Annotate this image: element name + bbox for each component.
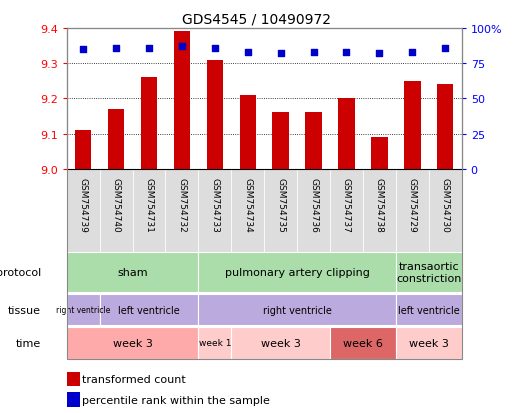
Bar <box>429 169 462 252</box>
Bar <box>371 138 388 169</box>
Text: GSM754737: GSM754737 <box>342 178 351 233</box>
Point <box>211 45 219 52</box>
Bar <box>264 169 297 252</box>
Bar <box>67 169 100 252</box>
Bar <box>396 327 462 358</box>
Text: GSM754732: GSM754732 <box>177 178 186 232</box>
Bar <box>67 392 80 407</box>
Bar <box>67 294 100 325</box>
Text: transformed count: transformed count <box>82 374 186 384</box>
Point <box>309 50 318 56</box>
Bar <box>100 169 132 252</box>
Bar <box>330 169 363 252</box>
Text: left ventricle: left ventricle <box>118 305 180 315</box>
Bar <box>231 327 330 358</box>
Bar <box>165 169 199 252</box>
Bar <box>207 61 223 169</box>
Polygon shape <box>45 335 53 351</box>
Bar <box>199 169 231 252</box>
Text: week 3: week 3 <box>409 338 449 348</box>
Text: GSM754736: GSM754736 <box>309 178 318 233</box>
Bar <box>396 169 429 252</box>
Bar <box>100 294 199 325</box>
Bar <box>297 169 330 252</box>
Text: GSM754735: GSM754735 <box>276 178 285 233</box>
Bar <box>141 78 157 169</box>
Point <box>376 51 384 57</box>
Text: left ventricle: left ventricle <box>398 305 460 315</box>
Point <box>277 51 285 57</box>
Bar <box>240 95 256 169</box>
Bar <box>199 294 396 325</box>
Bar <box>108 110 124 169</box>
Text: GSM754739: GSM754739 <box>78 178 88 233</box>
Bar <box>338 99 354 169</box>
Text: week 3: week 3 <box>112 338 152 348</box>
Bar <box>67 253 199 292</box>
Point <box>244 50 252 56</box>
Point <box>178 44 186 50</box>
Bar <box>75 131 91 169</box>
Text: tissue: tissue <box>8 305 41 315</box>
Point <box>112 45 120 52</box>
Point <box>408 50 417 56</box>
Text: week 6: week 6 <box>343 338 383 348</box>
Bar <box>305 113 322 169</box>
Text: right ventricle: right ventricle <box>56 305 110 314</box>
Text: percentile rank within the sample: percentile rank within the sample <box>82 395 270 405</box>
Bar <box>437 85 453 169</box>
Bar <box>396 253 462 292</box>
Text: week 3: week 3 <box>261 338 301 348</box>
Point <box>441 45 449 52</box>
Text: GSM754733: GSM754733 <box>210 178 220 233</box>
Text: transaortic
constriction: transaortic constriction <box>396 262 462 283</box>
Text: GSM754740: GSM754740 <box>111 178 121 232</box>
Bar <box>199 327 231 358</box>
Point <box>79 47 87 53</box>
Bar <box>231 169 264 252</box>
Polygon shape <box>45 301 53 318</box>
Text: pulmonary artery clipping: pulmonary artery clipping <box>225 268 369 278</box>
Point <box>145 45 153 52</box>
Bar <box>67 327 199 358</box>
Text: GSM754731: GSM754731 <box>145 178 153 233</box>
Text: week 1: week 1 <box>199 338 231 347</box>
Bar <box>363 169 396 252</box>
Bar <box>272 113 289 169</box>
Text: GSM754738: GSM754738 <box>375 178 384 233</box>
Bar <box>132 169 165 252</box>
Text: right ventricle: right ventricle <box>263 305 331 315</box>
Text: sham: sham <box>117 268 148 278</box>
Point <box>342 50 350 56</box>
Bar <box>396 294 462 325</box>
Text: GSM754730: GSM754730 <box>441 178 450 233</box>
Bar <box>404 82 421 169</box>
Bar <box>174 33 190 169</box>
Polygon shape <box>45 262 53 283</box>
Text: GSM754734: GSM754734 <box>243 178 252 232</box>
Text: time: time <box>16 338 41 348</box>
Text: GSM754729: GSM754729 <box>408 178 417 232</box>
Bar <box>330 327 396 358</box>
Bar <box>199 253 396 292</box>
Bar <box>67 372 80 386</box>
Text: protocol: protocol <box>0 268 41 278</box>
Text: GDS4545 / 10490972: GDS4545 / 10490972 <box>182 12 331 26</box>
